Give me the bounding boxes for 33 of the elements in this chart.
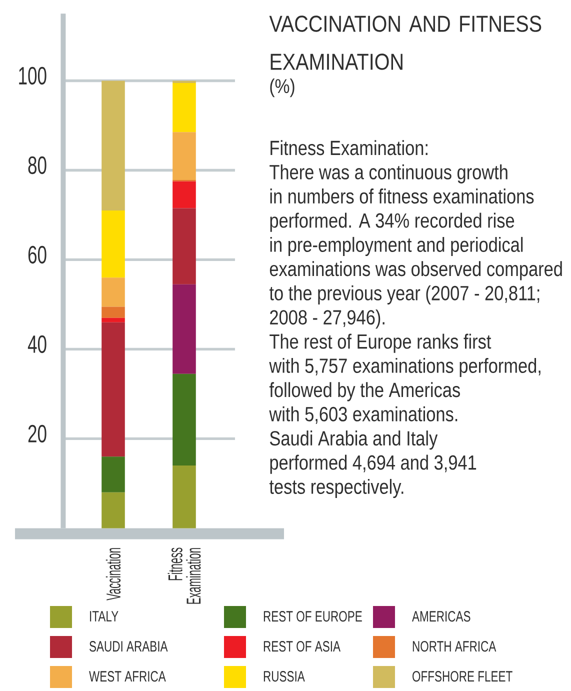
text: The rest of Europe ranks first (270, 334, 492, 353)
x-tick-label: Fitness Examination (168, 548, 201, 604)
y-tick-label: 80 (28, 156, 46, 174)
legend-label: REST OF EUROPE (264, 611, 362, 622)
text: to the previous year (2007 - 20,811; (269, 285, 540, 304)
text: 2008 - 27,946). (270, 310, 384, 329)
text: in numbers of fitness examinations (270, 188, 534, 204)
text: (%) (270, 78, 294, 98)
text: followed by the Americas (269, 382, 460, 402)
x-tick-label: Vaccination (106, 548, 121, 600)
y-tick-label: 20 (28, 424, 46, 443)
legend-label: ITALY (90, 611, 118, 622)
y-tick-label: 60 (28, 246, 46, 264)
text: with 5,757 examinations performed, (269, 358, 540, 378)
text: in pre-employment and periodical (270, 236, 523, 256)
text: performed. A 34% recorded rise (270, 212, 514, 232)
text: Fitness Examination: (270, 140, 428, 156)
y-tick-label: 40 (28, 335, 46, 354)
y-tick-label: 100 (19, 66, 46, 85)
text: examinations was observed compared (270, 261, 562, 280)
text: tests respectively. (269, 478, 404, 498)
legend-label: NORTH AFRICA (412, 641, 496, 652)
text: with 5,603 examinations. (269, 406, 458, 424)
text: VACCINATION AND FITNESS EXAMINATION (269, 16, 542, 70)
text: There was a continuous growth (270, 164, 508, 184)
legend-label: AMERICAS (412, 611, 470, 622)
legend-label: WEST AFRICA (89, 671, 166, 682)
legend-label: RUSSIA (264, 671, 305, 682)
legend-label: REST OF ASIA (264, 641, 340, 652)
text: performed 4,694 and 3,941 (270, 454, 476, 474)
text: Saudi Arabia and Italy (270, 430, 438, 450)
legend-label: SAUDI ARABIA (90, 641, 168, 652)
legend-label: OFFSHORE FLEET (412, 671, 512, 682)
